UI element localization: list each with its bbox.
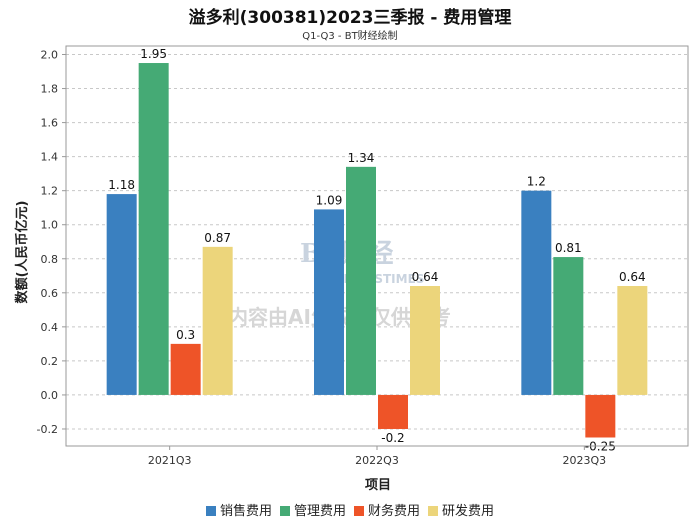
x-tick-label: 2021Q3: [148, 454, 192, 467]
bar: [314, 209, 344, 395]
y-tick-label: 0.0: [41, 389, 59, 402]
data-label: 1.2: [527, 175, 546, 189]
legend-item[interactable]: 研发费用: [428, 500, 494, 519]
data-labels-layer: 1.181.950.30.871.091.34-0.20.641.20.81-0…: [108, 47, 645, 453]
legend-swatch: [428, 506, 439, 516]
x-axis-ticks: 2021Q3 2022Q3 2023Q3: [148, 446, 606, 467]
legend: 销售费用 管理费用 财务费用 研发费用: [0, 500, 700, 519]
data-label: 1.09: [316, 193, 343, 207]
data-label: 1.95: [140, 47, 167, 61]
bar: [106, 194, 137, 395]
data-label: 0.64: [619, 270, 646, 284]
y-tick-label: 1.0: [41, 219, 59, 232]
y-tick-label: 0.6: [41, 287, 59, 300]
y-tick-label: 1.8: [41, 83, 59, 96]
y-tick-label: 0.4: [41, 321, 59, 334]
bar: [202, 246, 233, 395]
legend-swatch: [354, 506, 364, 516]
bar: [378, 394, 408, 429]
legend-swatch: [205, 506, 216, 516]
data-label: -0.2: [381, 431, 404, 445]
legend-label: 销售费用: [219, 504, 272, 519]
y-tick-label: -0.2: [37, 423, 58, 436]
data-label: 1.34: [348, 151, 375, 165]
bar: [521, 190, 552, 395]
data-label: 0.81: [555, 241, 582, 255]
x-tick-label: 2022Q3: [355, 454, 399, 467]
bar: [410, 286, 440, 395]
y-axis-ticks: -0.2 0.0 0.2 0.4 0.6 0.8 1.0 1.2 1.4 1.6 1.8 2.0: [37, 49, 66, 436]
y-tick-label: 1.4: [41, 151, 59, 164]
bar: [585, 394, 616, 438]
bars-layer: [106, 63, 648, 438]
bar: [617, 286, 648, 395]
data-label: 0.3: [176, 328, 195, 342]
chart-subtitle: Q1-Q3 - BT财经绘制: [302, 31, 398, 42]
data-label: 0.87: [204, 231, 231, 245]
legend-swatch: [279, 506, 290, 516]
y-tick-label: 2.0: [41, 49, 59, 62]
data-label: 1.18: [108, 178, 135, 192]
x-axis-label: 项目: [365, 478, 391, 493]
bar: [138, 63, 169, 395]
y-tick-label: 0.8: [41, 253, 59, 266]
legend-label: 管理费用: [293, 504, 346, 519]
legend-label: 研发费用: [442, 504, 495, 519]
bar: [553, 257, 584, 395]
y-tick-label: 1.6: [41, 117, 59, 130]
y-tick-label: 0.2: [41, 355, 59, 368]
bar: [346, 166, 376, 395]
bar-chart: BT财经 BUSINESSTIMES 内容由AI生成，仅供参考 1.181.95…: [14, 45, 689, 493]
legend-label: 财务费用: [368, 504, 421, 519]
gridlines: [66, 54, 688, 430]
bar: [170, 343, 201, 395]
legend-item[interactable]: 财务费用: [354, 500, 420, 519]
y-tick-label: 1.2: [41, 185, 59, 198]
y-axis-label: 数额(人民币亿元): [14, 201, 30, 304]
legend-item[interactable]: 销售费用: [205, 500, 272, 519]
data-label: 0.64: [412, 270, 439, 284]
x-tick-label: 2023Q3: [563, 454, 607, 467]
chart-title: 溢多利(300381)2023三季报 - 费用管理: [188, 8, 512, 28]
plot-frame: [65, 45, 689, 447]
legend-item[interactable]: 管理费用: [279, 500, 346, 519]
